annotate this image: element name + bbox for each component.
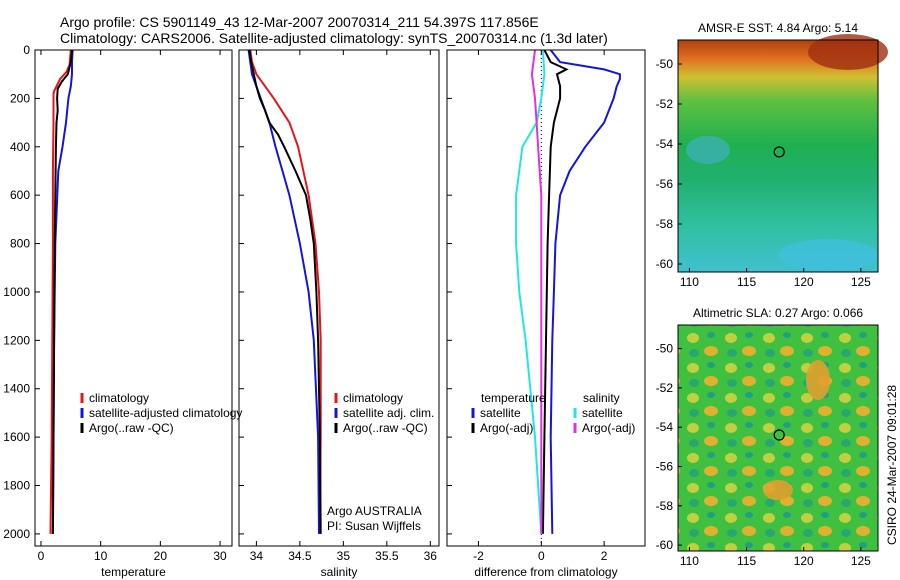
- annotation-text: PI: Susan Wijffels: [327, 519, 421, 533]
- legend-label: satellite-adjusted climatology: [89, 406, 242, 420]
- map-x-tick-label: 110: [680, 554, 699, 568]
- credit-text: CSIRO 24-Mar-2007 09:01:28: [885, 385, 899, 545]
- y-tick-label: 1000: [3, 285, 30, 299]
- legend-label: climatology: [89, 391, 149, 405]
- x-tick-label: 36: [424, 549, 438, 563]
- y-tick-label: 1400: [3, 382, 30, 396]
- map-y-tick-label: -50: [656, 342, 674, 356]
- map-y-tick-label: -60: [656, 538, 674, 552]
- header-line-2: Climatology: CARS2006. Satellite-adjuste…: [60, 30, 608, 46]
- x-tick-label: 35: [337, 549, 351, 563]
- map-y-tick-label: -54: [656, 137, 674, 151]
- x-tick-label: 0: [538, 549, 545, 563]
- plot-frame: [446, 49, 646, 547]
- map-x-tick-label: 120: [794, 554, 814, 568]
- map-title: Altimetric SLA: 0.27 Argo: 0.066: [693, 306, 863, 320]
- legend-label: Argo(-adj): [480, 421, 533, 435]
- legend-group-title: temperature: [481, 391, 546, 405]
- warm-anomaly-region: [808, 34, 888, 70]
- sla-map-panel: Altimetric SLA: 0.27 Argo: 0.066 110 115 12…: [656, 306, 879, 568]
- plot-frame: [34, 49, 233, 547]
- map-title: AMSR-E SST: 4.84 Argo: 5.14: [698, 21, 858, 35]
- map-frame: [677, 39, 879, 273]
- argo-position-marker: [773, 429, 785, 441]
- y-tick-label: 0: [23, 43, 30, 57]
- map-x-tick-label: 125: [851, 275, 871, 289]
- map-y-tick-label: -50: [656, 57, 674, 71]
- y-tick-label: 200: [10, 91, 30, 105]
- x-tick-label: 34.5: [288, 549, 312, 563]
- x-axis-label: salinity: [321, 565, 358, 579]
- legend-label: satellite adj. clim.: [343, 406, 434, 420]
- legend-label: satellite: [582, 406, 623, 420]
- y-tick-label: 1200: [3, 333, 30, 347]
- salinity-panel: 34 34.5 35 35.5 36 salinity climatologysatelli…: [238, 49, 440, 579]
- x-tick-label: 10: [94, 549, 108, 563]
- map-y-tick-label: -58: [656, 217, 674, 231]
- high-anomaly-region: [806, 360, 830, 400]
- argo-position-marker: [773, 146, 785, 158]
- map-frame: [677, 324, 879, 552]
- x-tick-label: 30: [213, 549, 227, 563]
- x-tick-label: 35.5: [375, 549, 399, 563]
- map-x-tick-label: 115: [737, 275, 756, 289]
- x-tick-label: -2: [473, 549, 484, 563]
- map-y-tick-label: -52: [656, 381, 674, 395]
- series-temperature-satellite: [549, 50, 621, 534]
- x-tick-label: 2: [601, 549, 608, 563]
- y-tick-label: 800: [10, 237, 30, 251]
- map-y-tick-label: -58: [656, 499, 674, 513]
- series-temperature-argo-adj: [541, 50, 569, 534]
- x-tick-label: 0: [38, 549, 45, 563]
- legend-group-title: salinity: [583, 391, 620, 405]
- x-axis-label: difference from climatology: [474, 565, 617, 579]
- legend-label: Argo(-adj): [582, 421, 635, 435]
- map-y-tick-label: -54: [656, 420, 674, 434]
- map-x-tick-label: 125: [851, 554, 871, 568]
- x-tick-label: 34: [250, 549, 264, 563]
- series-salinity-satellite: [515, 50, 546, 534]
- series-argo-raw-qc: [248, 50, 322, 534]
- annotation-text: Argo AUSTRALIA: [327, 504, 422, 518]
- series-climatology: [249, 50, 322, 534]
- map-x-tick-label: 120: [794, 275, 814, 289]
- map-x-tick-label: 115: [737, 554, 756, 568]
- legend-label: Argo(..raw -QC): [343, 421, 428, 435]
- series-argo-raw-qc: [51, 50, 73, 534]
- map-field: [678, 325, 878, 551]
- temperature-panel: 0 10 20 30 temperature 0 200 400 600 800 1000 1200 1…: [3, 43, 242, 579]
- sst-map-panel: AMSR-E SST: 4.84 Argo: 5.14 110 115 120 125 -…: [656, 21, 888, 289]
- x-axis-label: temperature: [101, 565, 166, 579]
- y-tick-label: 400: [10, 140, 30, 154]
- map-y-tick-label: -56: [656, 177, 674, 191]
- plot-frame: [238, 49, 440, 547]
- series-salinity-argo-adj: [530, 50, 543, 534]
- high-anomaly-region: [763, 480, 793, 500]
- legend-label: climatology: [343, 391, 403, 405]
- legend-label: Argo(..raw -QC): [89, 421, 174, 435]
- y-tick-label: 600: [10, 188, 30, 202]
- y-tick-label: 2000: [3, 527, 30, 541]
- y-tick-label: 1600: [3, 430, 30, 444]
- difference-panel: -2 0 2 difference from climatology temperatu…: [446, 49, 646, 579]
- map-y-tick-label: -52: [656, 97, 674, 111]
- x-tick-label: 20: [154, 549, 168, 563]
- cool-anomaly-region: [686, 136, 730, 164]
- map-y-tick-label: -60: [656, 257, 674, 271]
- map-x-tick-label: 110: [680, 275, 699, 289]
- header-line-1: Argo profile: CS 5901149_43 12-Mar-2007 …: [60, 14, 539, 30]
- legend-label: satellite: [480, 406, 521, 420]
- map-y-tick-label: -56: [656, 459, 674, 473]
- y-tick-label: 1800: [3, 479, 30, 493]
- series-satellite-adj-clim: [247, 50, 320, 534]
- cool-anomaly-region: [778, 239, 878, 271]
